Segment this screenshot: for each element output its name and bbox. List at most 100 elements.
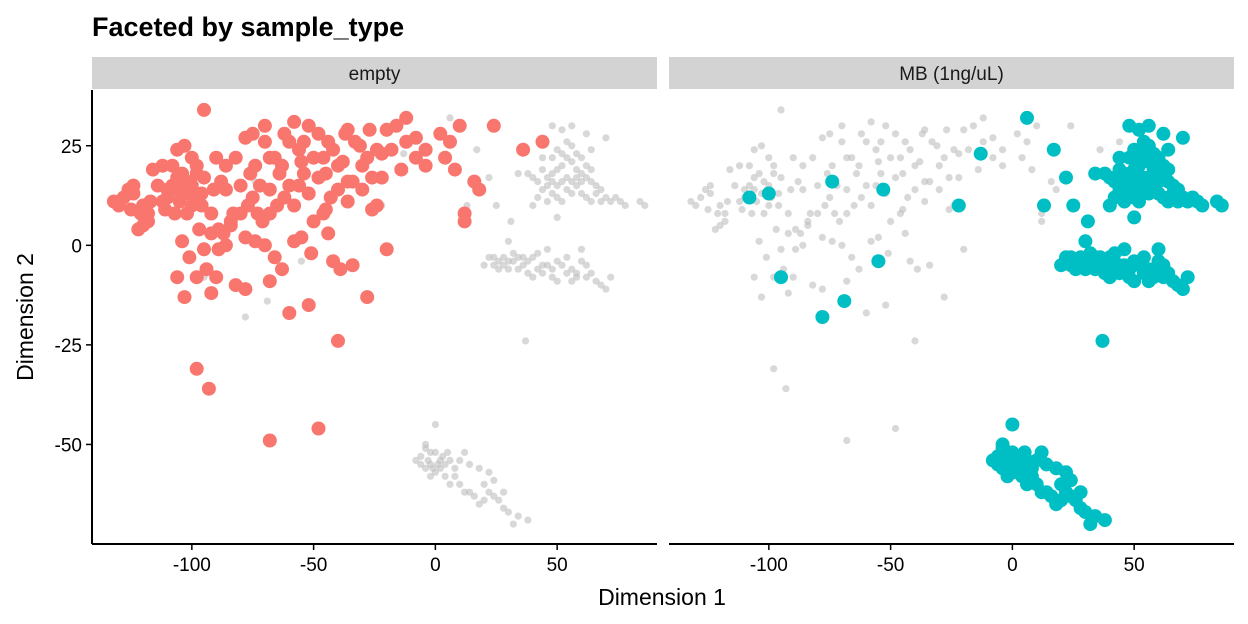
data-point-0 (306, 150, 321, 165)
background-point (587, 146, 595, 154)
background-point (855, 162, 863, 170)
background-point (602, 134, 610, 142)
background-point (424, 456, 432, 464)
background-point (789, 154, 797, 162)
background-point (582, 174, 591, 182)
background-point (862, 309, 870, 317)
data-point-0 (311, 421, 326, 436)
background-point (524, 257, 532, 265)
background-point (838, 241, 846, 249)
background-point (784, 289, 792, 297)
background-point (558, 162, 566, 170)
background-point (826, 193, 834, 202)
background-point (964, 146, 973, 154)
background-point (1052, 186, 1060, 194)
data-point-1 (1066, 198, 1081, 213)
data-point-1 (995, 441, 1010, 456)
data-point-0 (111, 198, 126, 213)
background-point (716, 221, 724, 229)
data-point-1 (1175, 130, 1190, 145)
data-point-0 (331, 333, 345, 348)
background-point (716, 201, 724, 210)
background-point (838, 138, 846, 146)
background-point (582, 193, 591, 202)
background-point (568, 158, 576, 166)
background-point (899, 170, 907, 178)
background-point (818, 233, 827, 241)
background-point (514, 512, 522, 520)
background-point (891, 424, 900, 433)
background-point (573, 166, 581, 174)
background-point (563, 154, 571, 162)
background-point (577, 154, 586, 162)
background-point (857, 193, 866, 202)
data-point-0 (379, 242, 394, 257)
background-point (736, 162, 744, 170)
data-point-0 (306, 214, 321, 229)
data-point-0 (199, 262, 214, 277)
data-point-0 (438, 150, 453, 165)
background-point (524, 170, 532, 178)
background-point (921, 197, 929, 206)
background-point (534, 193, 542, 202)
background-point (723, 197, 732, 206)
data-point-0 (486, 118, 501, 133)
data-point-0 (121, 182, 136, 197)
background-point (568, 189, 576, 198)
data-point-0 (189, 158, 204, 173)
background-point (787, 186, 795, 194)
data-point-1 (1034, 445, 1049, 460)
background-point (777, 106, 785, 114)
background-point (911, 186, 919, 194)
data-point-0 (189, 361, 204, 376)
background-point (490, 253, 498, 261)
data-point-1 (1214, 198, 1229, 213)
background-point (597, 281, 605, 289)
data-point-0 (262, 274, 277, 289)
data-point-1 (1037, 198, 1051, 213)
background-point (906, 257, 914, 265)
background-point (451, 472, 459, 480)
data-point-0 (250, 206, 265, 221)
data-point-0 (192, 222, 207, 237)
background-point (621, 201, 629, 210)
background-point (529, 253, 537, 261)
background-point (828, 162, 836, 170)
background-point (809, 154, 817, 162)
background-point (553, 193, 561, 202)
background-point (906, 146, 914, 154)
background-point (877, 170, 885, 178)
background-point (850, 201, 858, 210)
background-point (848, 154, 856, 162)
background-point (548, 178, 556, 186)
facet-strip-label-1: MB (1ng/uL) (899, 64, 1004, 85)
background-point (422, 464, 430, 472)
background-point (563, 186, 571, 194)
background-point (896, 209, 905, 218)
background-point (1038, 217, 1046, 225)
background-point (789, 273, 797, 281)
background-point (558, 150, 566, 158)
data-point-1 (1068, 262, 1083, 277)
background-point (543, 182, 552, 190)
background-point (701, 186, 710, 194)
data-point-0 (282, 134, 297, 149)
data-point-0 (389, 118, 404, 133)
data-point-0 (282, 178, 297, 193)
data-point-0 (301, 298, 316, 313)
data-point-0 (262, 182, 277, 197)
background-point (263, 297, 271, 305)
data-point-0 (177, 290, 192, 305)
background-point (400, 150, 408, 158)
background-point (553, 166, 561, 174)
background-point (475, 500, 483, 508)
background-point (848, 253, 856, 261)
background-point (877, 138, 885, 146)
data-point-1 (1180, 270, 1195, 285)
background-point (597, 197, 605, 206)
data-point-1 (1127, 274, 1142, 289)
data-point-0 (262, 433, 277, 448)
background-point (490, 476, 498, 484)
data-point-1 (1039, 457, 1054, 472)
background-point (989, 154, 997, 162)
